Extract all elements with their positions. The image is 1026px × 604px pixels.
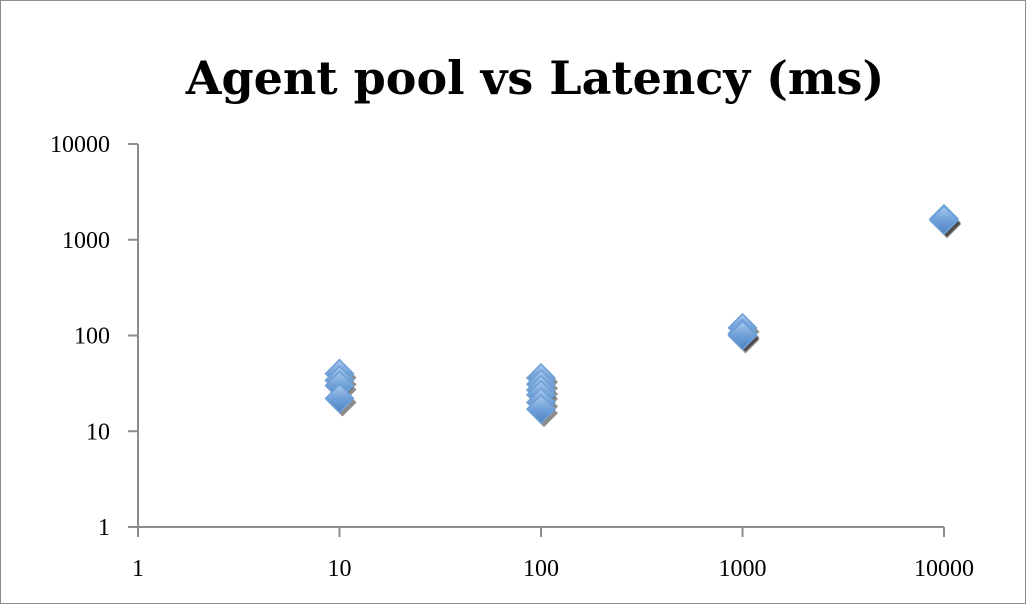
x-axis-ticks: 1 10 100 1000 10000 (132, 527, 974, 582)
data-point (324, 383, 357, 417)
x-tick-label: 100 (523, 556, 559, 582)
data-point (525, 394, 558, 428)
y-tick-label: 100 (74, 324, 110, 350)
y-tick-label: 1000 (62, 228, 110, 254)
y-tick-label: 10000 (50, 132, 110, 158)
data-point-marker (525, 394, 557, 425)
y-axis-ticks: 1 10 100 1000 10000 (50, 132, 138, 541)
x-tick-label: 10000 (914, 556, 974, 582)
y-tick-label: 1 (98, 515, 110, 541)
x-tick-label: 1 (132, 556, 144, 582)
y-tick-label: 10 (86, 419, 110, 445)
data-point (928, 205, 961, 239)
data-points (324, 203, 961, 428)
chart-title: Agent pool vs Latency (ms) (185, 51, 884, 105)
x-tick-label: 1000 (719, 556, 767, 582)
data-point-marker (727, 320, 758, 351)
data-point (727, 320, 760, 354)
data-point-marker (324, 383, 355, 414)
x-tick-label: 10 (328, 556, 352, 582)
axes (137, 144, 944, 528)
data-point-marker (928, 205, 960, 236)
